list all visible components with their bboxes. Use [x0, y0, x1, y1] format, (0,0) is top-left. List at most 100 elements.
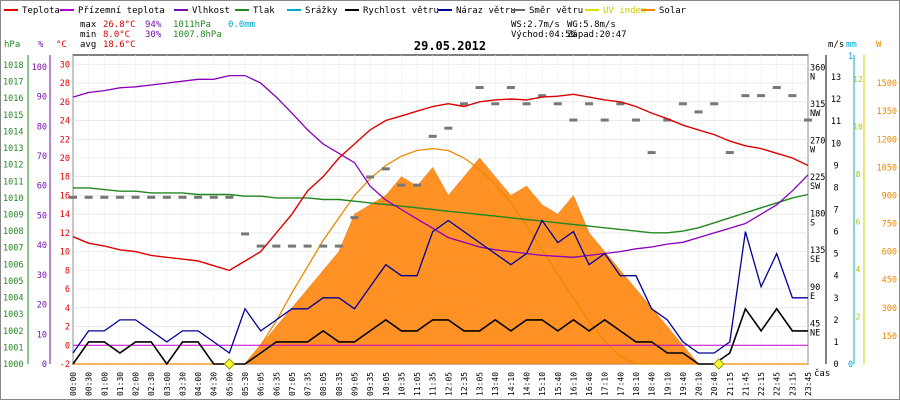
series-direction-point — [444, 126, 453, 130]
axis-wind-tick: 3 — [833, 294, 838, 304]
stat-min-label: min — [80, 30, 96, 40]
series-direction-point — [413, 183, 422, 187]
series-direction-point — [538, 94, 547, 98]
x-tick-label: 11:35 — [429, 372, 438, 396]
series-direction-point — [397, 183, 406, 187]
axis-pressure-unit: hPa — [4, 40, 20, 50]
series-direction-point — [741, 94, 750, 98]
axis-pressure-tick: 1016 — [3, 94, 23, 104]
axis-solar-tick: 300 — [882, 304, 897, 314]
series-direction-point — [459, 102, 468, 106]
series-direction-point — [631, 118, 640, 122]
x-tick-label: 17:40 — [616, 372, 625, 396]
series-direction-point — [84, 195, 93, 199]
axis-wind-tick: 6 — [833, 228, 838, 238]
x-tick-label: 14:40 — [523, 372, 532, 396]
axis-temperature-tick: 10 — [60, 248, 70, 258]
x-tick-label: 02:00 — [132, 372, 141, 396]
axis-direction-tick: 315 — [810, 100, 825, 110]
series-direction-point — [209, 195, 218, 199]
axis-uv-tick: 8 — [856, 170, 861, 179]
axis-humidity-tick: 20 — [37, 301, 47, 311]
series-direction-point — [710, 102, 719, 106]
axis-direction-tick: W — [810, 145, 816, 155]
axis-temperature-tick: 22 — [60, 135, 70, 145]
series-direction-point — [663, 118, 672, 122]
series-direction-point — [303, 244, 312, 248]
x-tick-label: 09:35 — [366, 372, 375, 396]
legend-label: Solar — [659, 6, 687, 16]
axis-direction-tick: 45 — [810, 319, 820, 329]
axis-direction-tick: SW — [810, 182, 821, 192]
axis-humidity-unit: % — [38, 40, 44, 50]
axis-pressure-tick: 1001 — [3, 343, 23, 353]
series-direction-point — [272, 244, 281, 248]
x-tick-label: 07:35 — [304, 372, 313, 396]
x-tick-label: 03:30 — [178, 372, 187, 396]
x-tick-label: 03:00 — [163, 372, 172, 396]
x-tick-label: 07:05 — [288, 372, 297, 396]
axis-pressure-tick: 1015 — [3, 111, 23, 121]
series-direction-point — [162, 195, 171, 199]
axis-solar-tick: 150 — [882, 332, 897, 342]
axis-wind-tick: 10 — [831, 139, 841, 149]
axis-wind-tick: 2 — [833, 316, 838, 326]
axis-humidity-tick: 100 — [32, 63, 47, 73]
info-sunrise: Východ:04:56 — [511, 30, 576, 40]
axis-direction-tick: 90 — [810, 283, 820, 293]
axis-humidity-tick: 40 — [37, 241, 47, 251]
axis-direction-tick: S — [810, 219, 815, 229]
series-direction-point — [115, 195, 124, 199]
stat-max-label: max — [80, 20, 97, 30]
axis-wind-tick: 0 — [833, 360, 838, 370]
series-direction-point — [241, 232, 250, 236]
axis-uv-tick: 10 — [853, 122, 863, 131]
x-tick-label: 19:40 — [679, 372, 688, 396]
axis-wind-tick: 11 — [831, 117, 841, 127]
x-tick-label: 00:00 — [69, 372, 78, 396]
axis-pressure-tick: 1002 — [3, 327, 23, 337]
info-sunset: Západ:20:47 — [567, 30, 627, 40]
axis-solar-tick: 750 — [882, 220, 897, 230]
x-tick-label: 15:40 — [554, 372, 563, 396]
x-tick-label: 15:10 — [538, 372, 547, 396]
axis-temperature-tick: 30 — [60, 60, 70, 70]
series-direction-point — [194, 195, 203, 199]
series-ground-temp-line — [72, 74, 809, 258]
series-direction-point — [319, 244, 328, 248]
x-tick-label: 12:05 — [444, 372, 453, 396]
stat-max-rain: 0.0mm — [228, 20, 255, 30]
series-direction-point — [585, 102, 594, 106]
legend-label: UV index — [603, 6, 647, 16]
series-direction-point — [381, 167, 390, 171]
axis-pressure-tick: 1014 — [3, 127, 23, 137]
axis-wind-tick: 4 — [833, 272, 838, 282]
series-direction-point — [491, 102, 500, 106]
x-tick-label: 23:15 — [788, 372, 797, 396]
axis-humidity-tick: 80 — [37, 122, 47, 132]
series-direction-point — [147, 195, 156, 199]
x-tick-label: 04:30 — [210, 372, 219, 396]
legend-label: Směr větru — [529, 6, 583, 16]
axis-rain-unit: mm — [846, 40, 857, 50]
axis-pressure-tick: 1003 — [3, 310, 23, 320]
series-direction-point — [553, 102, 562, 106]
axis-solar-tick: 1350 — [877, 107, 897, 117]
series-direction-point — [647, 151, 656, 155]
axis-temperature-tick: 28 — [60, 79, 70, 89]
axis-direction-tick: 270 — [810, 136, 825, 146]
series-direction-point — [475, 86, 484, 90]
axis-uv-tick: 4 — [856, 265, 861, 274]
series-direction-point — [506, 86, 515, 90]
axis-temperature-tick: 14 — [60, 210, 70, 220]
stat-avg-temp: 18.6°C — [103, 40, 136, 50]
legend-label: Teplota — [22, 6, 60, 16]
axis-direction-tick: N — [810, 72, 815, 82]
series-direction-point — [178, 195, 187, 199]
axis-temperature-tick: 2 — [65, 323, 70, 333]
x-tick-label: 09:05 — [350, 372, 359, 396]
stat-max-temp: 26.8°C — [103, 20, 136, 30]
series-direction-point — [788, 94, 797, 98]
